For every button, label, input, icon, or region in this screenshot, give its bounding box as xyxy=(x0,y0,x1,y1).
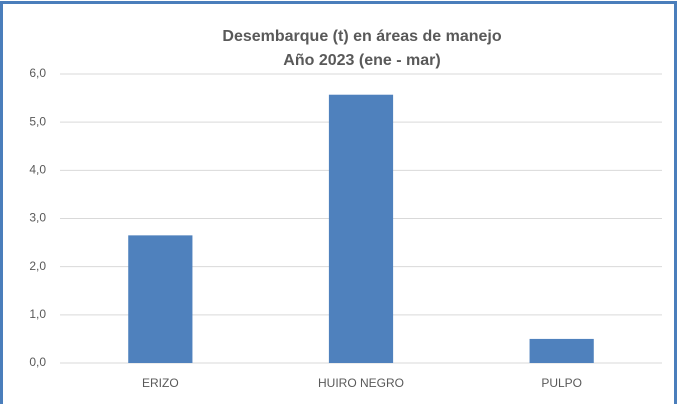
y-tick-label: 1,0 xyxy=(29,307,46,321)
y-tick-label: 0,0 xyxy=(29,355,46,369)
x-tick-label: ERIZO xyxy=(142,376,179,390)
x-tick-label: HUIRO NEGRO xyxy=(318,376,404,390)
bar xyxy=(128,235,193,363)
y-tick-label: 2,0 xyxy=(29,259,46,273)
chart-title: Desembarque (t) en áreas de manejo xyxy=(222,28,501,45)
bar xyxy=(529,338,594,363)
y-tick-label: 5,0 xyxy=(29,114,46,128)
x-tick-label: PULPO xyxy=(541,376,582,390)
y-tick-label: 4,0 xyxy=(29,163,46,177)
y-tick-label: 3,0 xyxy=(29,211,46,225)
bar xyxy=(328,94,394,363)
chart-subtitle: Año 2023 (ene - mar) xyxy=(283,52,440,69)
y-tick-label: 6,0 xyxy=(29,66,46,80)
